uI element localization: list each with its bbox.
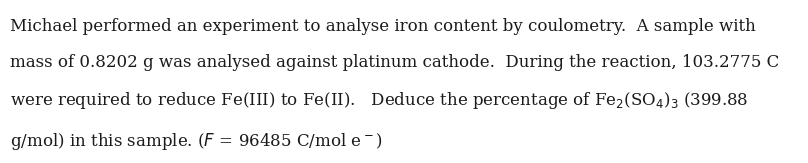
Text: mass of 0.8202 g was analysed against platinum cathode.  During the reaction, 10: mass of 0.8202 g was analysed against pl…: [10, 54, 779, 71]
Text: Michael performed an experiment to analyse iron content by coulometry.  A sample: Michael performed an experiment to analy…: [10, 18, 755, 35]
Text: were required to reduce Fe(III) to Fe(II).   Deduce the percentage of Fe$_2$(SO$: were required to reduce Fe(III) to Fe(II…: [10, 90, 748, 111]
Text: g/mol) in this sample. ($\mathit{F}$ = 96485 C/mol e$^-$): g/mol) in this sample. ($\mathit{F}$ = 9…: [10, 131, 382, 152]
